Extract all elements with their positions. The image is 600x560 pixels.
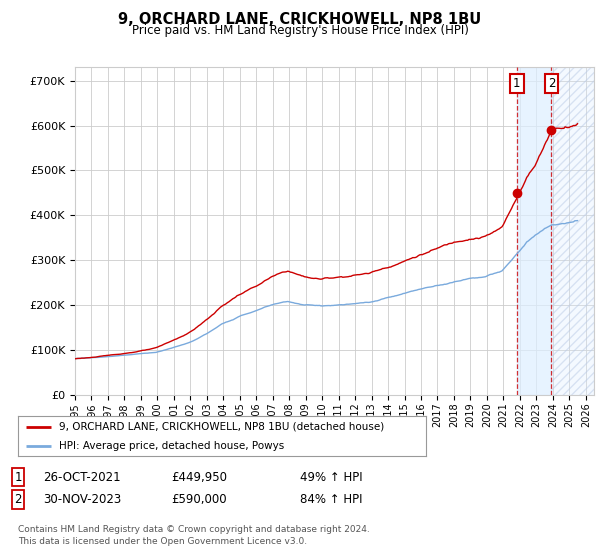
Text: £590,000: £590,000: [171, 493, 227, 506]
Bar: [551, 67, 594, 395]
Bar: [551, 67, 594, 395]
Text: 26-OCT-2021: 26-OCT-2021: [43, 470, 121, 484]
Text: 1: 1: [513, 77, 521, 90]
Text: 49% ↑ HPI: 49% ↑ HPI: [300, 470, 362, 484]
Text: 84% ↑ HPI: 84% ↑ HPI: [300, 493, 362, 506]
Text: Price paid vs. HM Land Registry's House Price Index (HPI): Price paid vs. HM Land Registry's House …: [131, 24, 469, 37]
Text: 9, ORCHARD LANE, CRICKHOWELL, NP8 1BU: 9, ORCHARD LANE, CRICKHOWELL, NP8 1BU: [118, 12, 482, 27]
Text: 2: 2: [14, 493, 22, 506]
Text: HPI: Average price, detached house, Powys: HPI: Average price, detached house, Powy…: [59, 441, 284, 450]
Bar: [517, 67, 551, 395]
Text: £449,950: £449,950: [171, 470, 227, 484]
Text: 9, ORCHARD LANE, CRICKHOWELL, NP8 1BU (detached house): 9, ORCHARD LANE, CRICKHOWELL, NP8 1BU (d…: [59, 422, 384, 432]
Text: 2: 2: [548, 77, 555, 90]
Text: 1: 1: [14, 470, 22, 484]
Text: Contains HM Land Registry data © Crown copyright and database right 2024.
This d: Contains HM Land Registry data © Crown c…: [18, 525, 370, 546]
Text: 30-NOV-2023: 30-NOV-2023: [43, 493, 121, 506]
